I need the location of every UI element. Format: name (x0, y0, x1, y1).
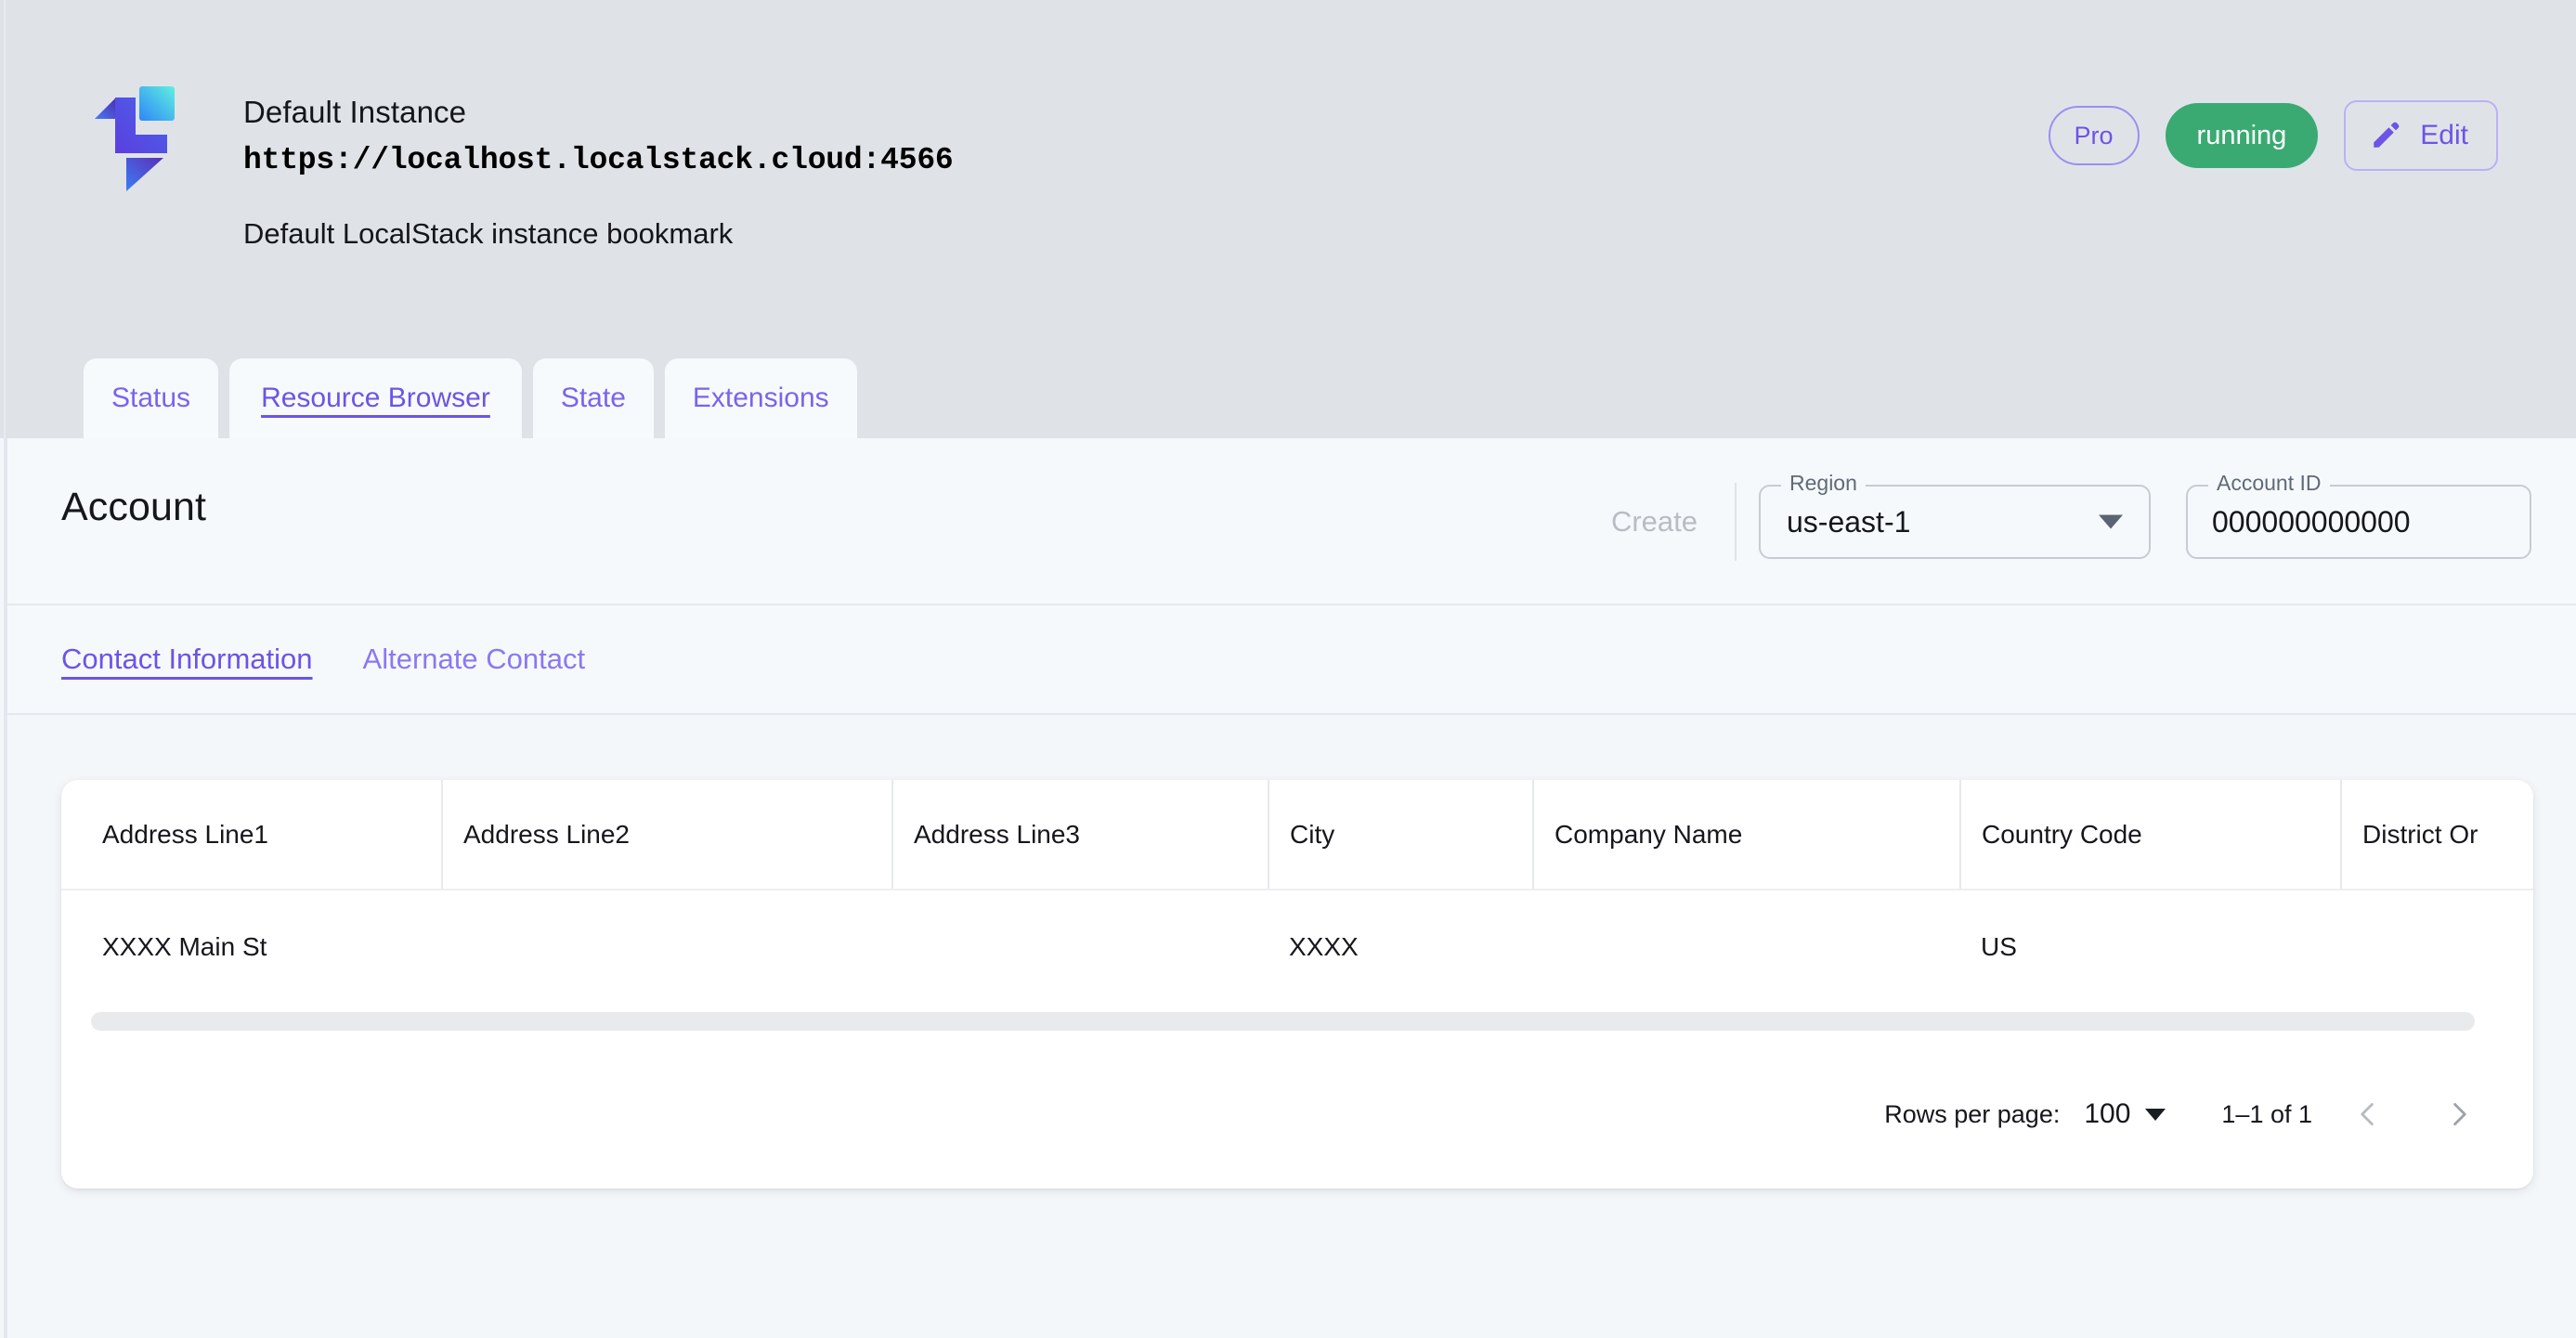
pencil-icon (2370, 120, 2401, 151)
tab-label: Status (111, 383, 191, 413)
next-page-button[interactable] (2424, 1079, 2494, 1150)
subtab-label: Alternate Contact (362, 643, 586, 675)
page-title: Account (61, 485, 207, 529)
subtab-contact-information[interactable]: Contact Information (61, 643, 313, 676)
status-badge: running (2165, 103, 2319, 168)
chevron-down-icon (2145, 1108, 2166, 1121)
column-header-address-line2[interactable]: Address Line2 (441, 780, 892, 890)
rows-per-page-label: Rows per page: (1884, 1099, 2061, 1128)
resource-panel: Account Create Region us-east-1 Account … (6, 438, 2576, 1338)
tab-resource-browser[interactable]: Resource Browser (229, 358, 522, 438)
account-id-label: Account ID (2208, 471, 2330, 496)
toolbar-controls: Create Region us-east-1 Account ID 00000… (1591, 438, 2531, 605)
rows-per-page-value: 100 (2084, 1098, 2131, 1129)
table-row[interactable]: XXXX Main St XXXX US (61, 890, 2533, 1003)
edit-button-label: Edit (2420, 120, 2468, 150)
column-header-district-or[interactable]: District Or (2340, 780, 2533, 890)
account-id-field[interactable]: Account ID 000000000000 (2186, 471, 2531, 559)
cell-district-or (2341, 890, 2533, 1003)
instance-name: Default Instance (243, 95, 467, 129)
cell-country-code: US (1981, 931, 2017, 961)
contact-information-table: Address Line1 Address Line2 Address Line… (61, 780, 2533, 1003)
instance-endpoint-url: https://localhost.localstack.cloud:4566 (243, 142, 954, 177)
tab-state[interactable]: State (532, 358, 654, 438)
contact-information-table-card: Address Line1 Address Line2 Address Line… (61, 780, 2533, 1189)
cell-address-line3 (892, 890, 1268, 1003)
tab-label: State (560, 383, 626, 413)
column-header-city[interactable]: City (1268, 780, 1533, 890)
account-id-value: 000000000000 (2212, 504, 2411, 539)
instance-description: Default LocalStack instance bookmark (243, 217, 734, 250)
instance-identity: Default Instance https://localhost.local… (243, 93, 954, 183)
region-select[interactable]: Region us-east-1 (1759, 471, 2151, 559)
region-value: us-east-1 (1787, 504, 1911, 539)
table-scroll-viewport: Address Line1 Address Line2 Address Line… (61, 780, 2533, 1005)
table-pagination: Rows per page: 100 1–1 of 1 (61, 1040, 2533, 1189)
previous-page-button[interactable] (2333, 1079, 2403, 1150)
pagination-range: 1–1 of 1 (2221, 1099, 2312, 1128)
tab-label: Extensions (692, 383, 829, 413)
account-subtabs: Contact Information Alternate Contact (7, 605, 2576, 715)
tab-extensions[interactable]: Extensions (664, 358, 857, 438)
horizontal-scrollbar-track[interactable] (61, 1005, 2533, 1038)
region-label: Region (1781, 471, 1866, 496)
subtab-alternate-contact[interactable]: Alternate Contact (363, 643, 586, 676)
subtab-label: Contact Information (61, 643, 313, 675)
chevron-left-icon (2354, 1100, 2382, 1128)
cell-address-line1[interactable]: XXXX Main St (102, 931, 267, 961)
pro-badge[interactable]: Pro (2048, 106, 2140, 165)
localstack-logo-icon (93, 85, 193, 193)
panel-toolbar: Account Create Region us-east-1 Account … (7, 438, 2576, 605)
toolbar-divider (1735, 483, 1737, 561)
h-scrollbar-thumb[interactable] (91, 1012, 2475, 1031)
instance-tabbar: Status Resource Browser State Extensions (84, 358, 857, 438)
rows-per-page-select[interactable]: 100 (2084, 1098, 2166, 1130)
chevron-down-icon (2099, 514, 2123, 529)
tab-label: Resource Browser (261, 383, 490, 413)
left-edge-rail-lower (0, 438, 6, 1338)
column-header-country-code[interactable]: Country Code (1959, 780, 2341, 890)
column-header-address-line1[interactable]: Address Line1 (61, 780, 442, 890)
cell-city: XXXX (1289, 931, 1359, 961)
column-header-address-line3[interactable]: Address Line3 (891, 780, 1268, 890)
chevron-right-icon (2445, 1100, 2473, 1128)
cell-address-line2 (442, 890, 892, 1003)
edit-instance-button[interactable]: Edit (2344, 100, 2498, 171)
column-header-company-name[interactable]: Company Name (1532, 780, 1960, 890)
tab-status[interactable]: Status (84, 358, 219, 438)
cell-company-name (1533, 890, 1960, 1003)
table-header-row: Address Line1 Address Line2 Address Line… (61, 780, 2533, 890)
instance-actions: Pro running Edit (2048, 100, 2498, 171)
create-button[interactable]: Create (1591, 494, 1718, 550)
